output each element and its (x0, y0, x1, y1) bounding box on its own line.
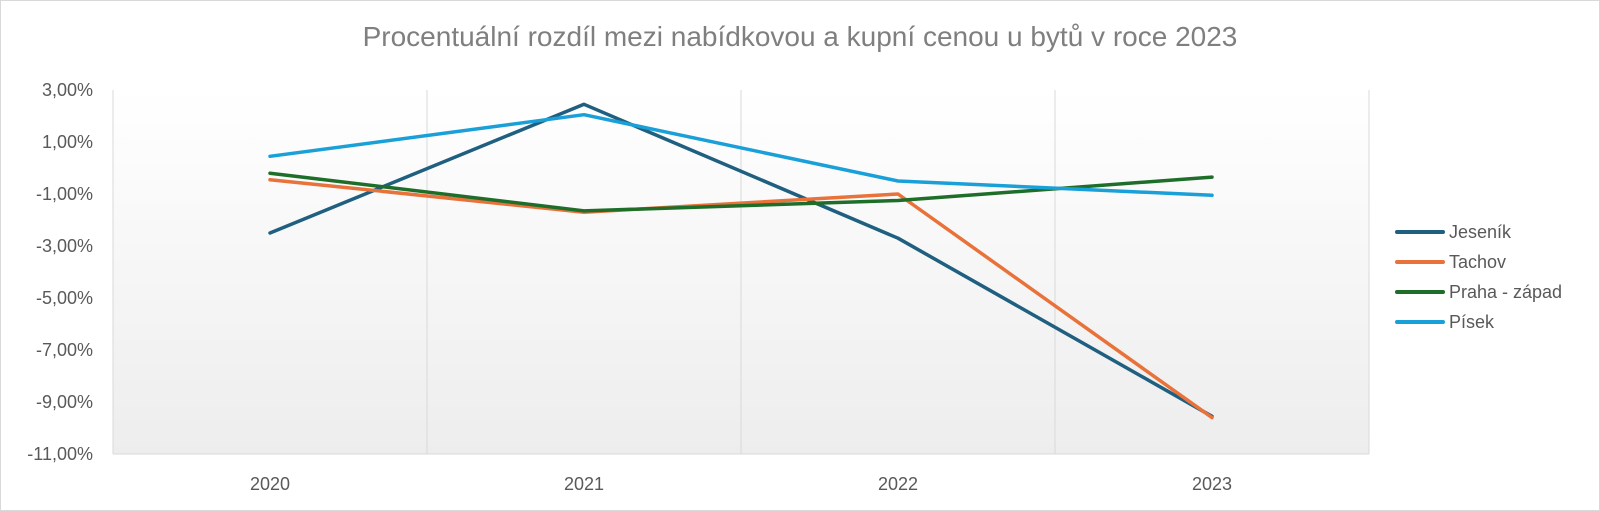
x-tick-label: 2022 (878, 474, 918, 494)
y-tick-label: -1,00% (36, 184, 93, 204)
y-tick-label: -5,00% (36, 288, 93, 308)
series-line-1 (268, 177, 1214, 420)
legend-label: Písek (1449, 312, 1495, 332)
legend-label: Jeseník (1449, 222, 1512, 242)
chart-title: Procentuální rozdíl mezi nabídkovou a ku… (362, 21, 1238, 52)
y-tick-label: -11,00% (27, 444, 93, 464)
series-line-3 (268, 112, 1214, 198)
y-tick-label: -7,00% (36, 340, 93, 360)
legend-label: Praha - západ (1449, 282, 1562, 302)
x-tick-label: 2021 (564, 474, 604, 494)
y-tick-label: -9,00% (36, 392, 93, 412)
x-tick-label: 2023 (1192, 474, 1232, 494)
y-tick-label: 1,00% (42, 132, 93, 152)
x-tick-label: 2020 (250, 474, 290, 494)
y-tick-label: 3,00% (42, 80, 93, 100)
y-tick-label: -3,00% (36, 236, 93, 256)
series-line-0 (268, 102, 1214, 419)
legend-label: Tachov (1449, 252, 1506, 272)
